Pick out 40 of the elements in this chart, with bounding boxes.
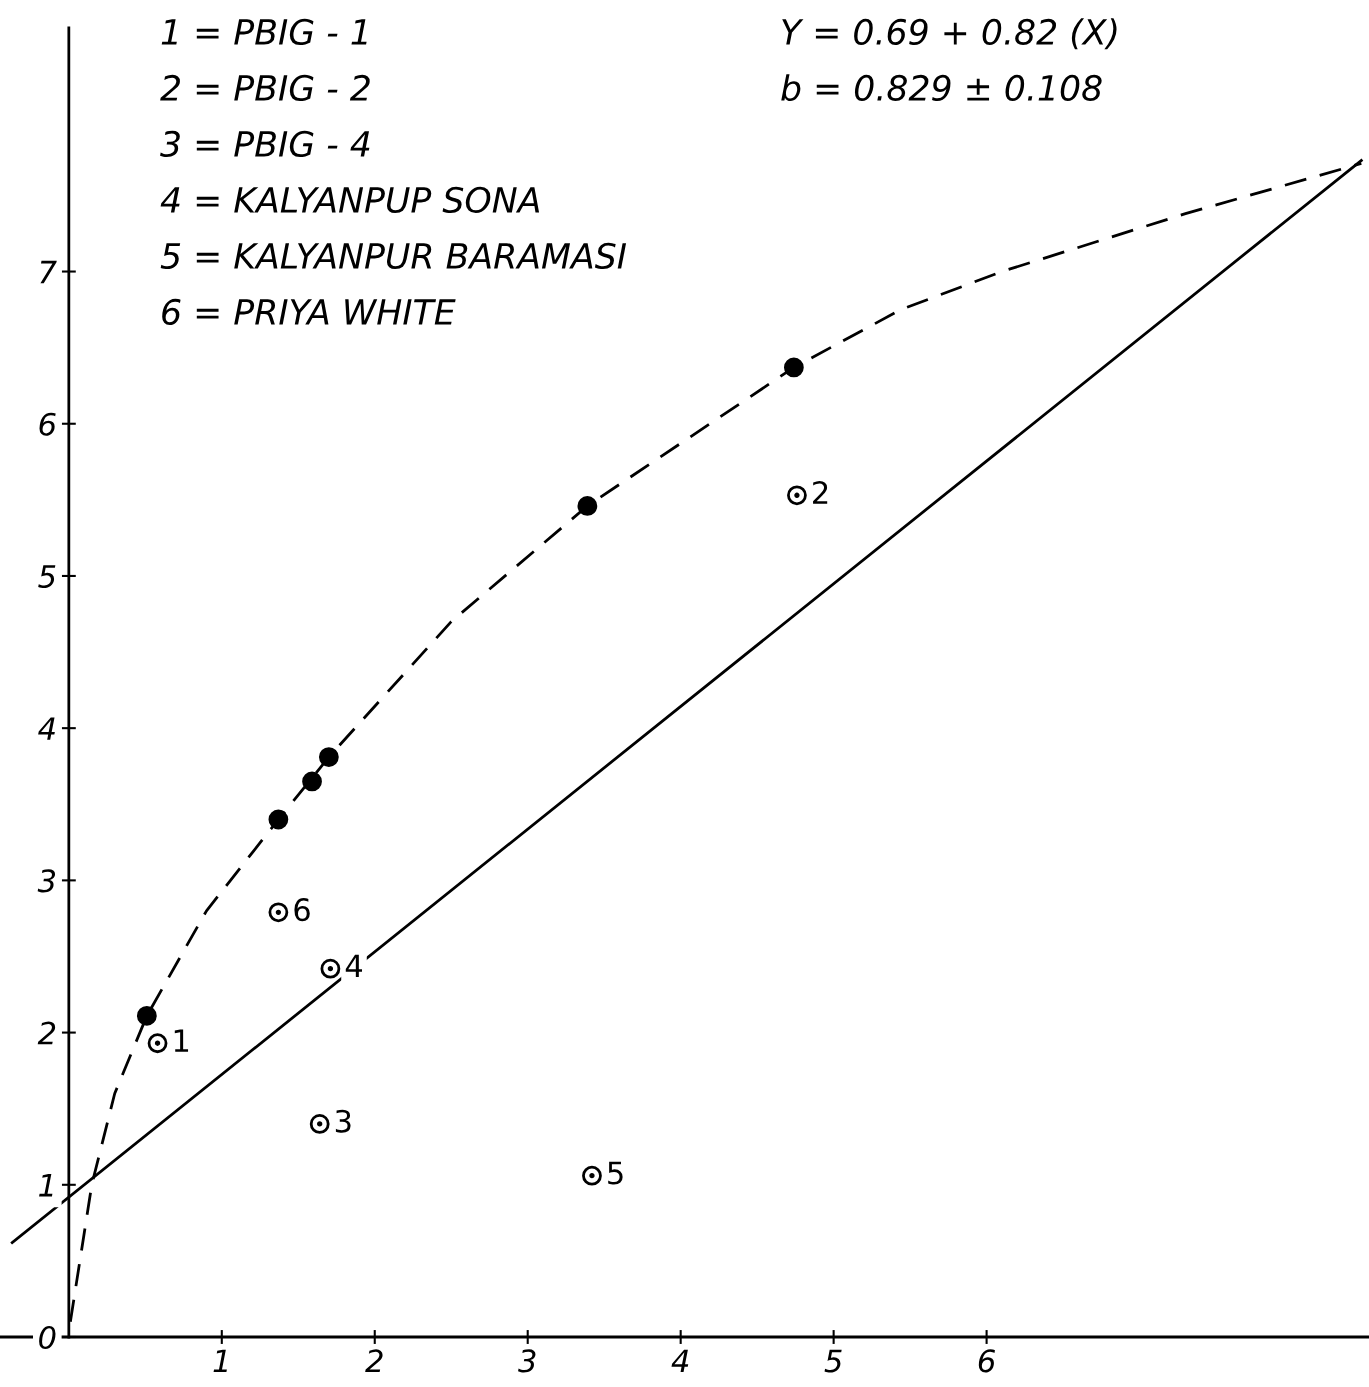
point: [783, 357, 804, 378]
y-tick-label: 5: [38, 565, 56, 588]
y-tick-label: 4: [38, 717, 55, 740]
point: [147, 1033, 168, 1054]
x-tick-label: 4: [671, 1349, 689, 1373]
x-tick-label: 1: [213, 1349, 227, 1373]
annotation: 2: [813, 481, 828, 504]
point: [309, 1114, 330, 1134]
annotation: b = 0.829 ± 0.108: [781, 74, 1102, 102]
y-tick-label: 1: [39, 1174, 53, 1197]
annotation: 6 = PRIYA WHITE: [162, 298, 456, 326]
point: [787, 485, 807, 506]
annotation: 5 = KALYANPUR BARAMASI: [160, 242, 627, 270]
annotation: 1: [174, 1029, 189, 1052]
annotation: 3: [335, 1109, 351, 1133]
point: [302, 771, 322, 792]
x-tick-label: 5: [824, 1349, 842, 1373]
x-tick-label: 6: [978, 1349, 995, 1373]
annotation: 3 = PBIG - 4: [160, 130, 370, 158]
annotation: Y = 0.69 + 0.82 (X): [782, 18, 1117, 50]
annotation: 4 = KALYANPUP SONA: [160, 186, 540, 214]
y-tick-label: 3: [37, 869, 56, 893]
point: [318, 747, 339, 767]
annotation: 2 = PBIG - 2: [160, 74, 370, 102]
annotation: 5: [608, 1161, 623, 1185]
annotation: 6: [294, 898, 310, 922]
y-tick-label: 2: [37, 1021, 56, 1045]
point: [268, 902, 289, 923]
annotation: 1 = PBIG - 1: [161, 18, 367, 46]
point: [582, 1165, 602, 1186]
annotation: 4: [345, 954, 363, 978]
x-tick-label: 2: [365, 1349, 383, 1373]
point: [320, 958, 341, 979]
y-tick-label: 0: [39, 1325, 56, 1350]
y-tick-label: 7: [40, 260, 57, 284]
point: [577, 496, 598, 516]
y-tick-label: 6: [39, 412, 56, 436]
x-tick-label: 3: [518, 1349, 536, 1373]
point: [268, 809, 289, 830]
point: [136, 1005, 157, 1026]
